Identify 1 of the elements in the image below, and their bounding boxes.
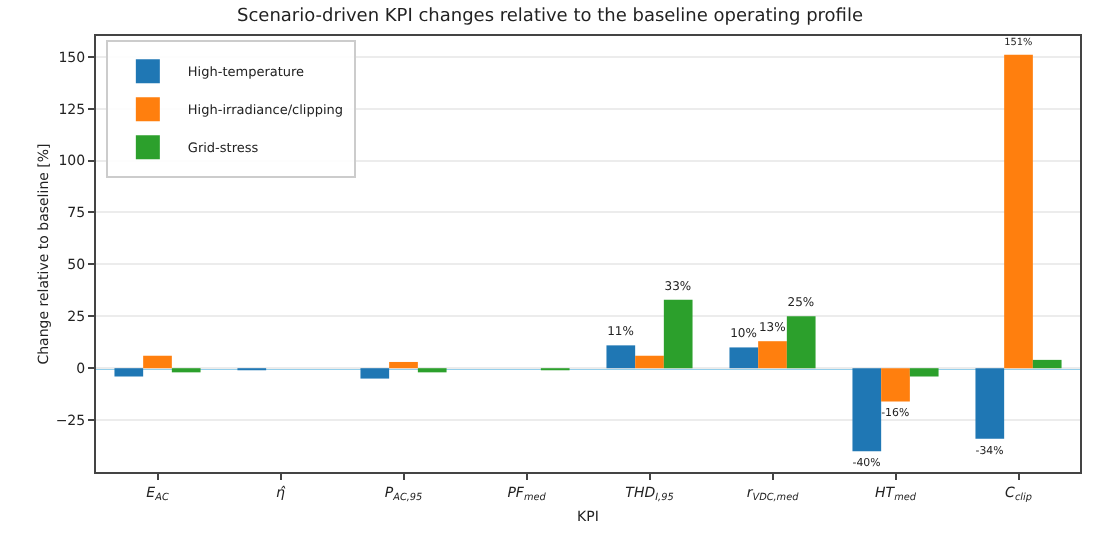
- chart-title: Scenario-driven KPI changes relative to the baseline operating profile: [237, 6, 864, 27]
